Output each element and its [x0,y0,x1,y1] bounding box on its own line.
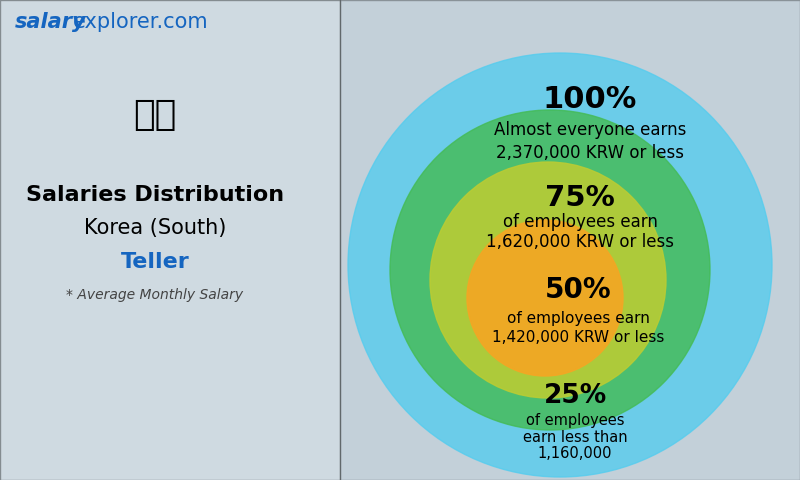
Text: Almost everyone earns: Almost everyone earns [494,121,686,139]
Text: of employees earn: of employees earn [506,311,650,325]
Text: 1,420,000 KRW or less: 1,420,000 KRW or less [492,331,664,346]
Text: earn less than: earn less than [522,430,627,444]
Text: 1,620,000 KRW or less: 1,620,000 KRW or less [486,233,674,251]
Text: 🇰🇷: 🇰🇷 [134,98,177,132]
Text: 50%: 50% [545,276,611,304]
Ellipse shape [467,220,623,376]
Text: 100%: 100% [543,85,637,115]
Text: 1,160,000: 1,160,000 [538,446,612,461]
Text: of employees earn: of employees earn [502,213,658,231]
Text: of employees: of employees [526,412,624,428]
Text: 75%: 75% [545,184,615,212]
Text: Teller: Teller [121,252,190,272]
Text: * Average Monthly Salary: * Average Monthly Salary [66,288,243,302]
FancyBboxPatch shape [340,0,800,480]
Ellipse shape [430,162,666,398]
Text: 2,370,000 KRW or less: 2,370,000 KRW or less [496,144,684,162]
Text: salary: salary [15,12,86,32]
Text: explorer.com: explorer.com [73,12,209,32]
Ellipse shape [348,53,772,477]
Ellipse shape [390,110,710,430]
Text: Korea (South): Korea (South) [84,218,226,238]
FancyBboxPatch shape [0,0,340,480]
Text: Salaries Distribution: Salaries Distribution [26,185,284,205]
Text: 25%: 25% [543,383,606,409]
